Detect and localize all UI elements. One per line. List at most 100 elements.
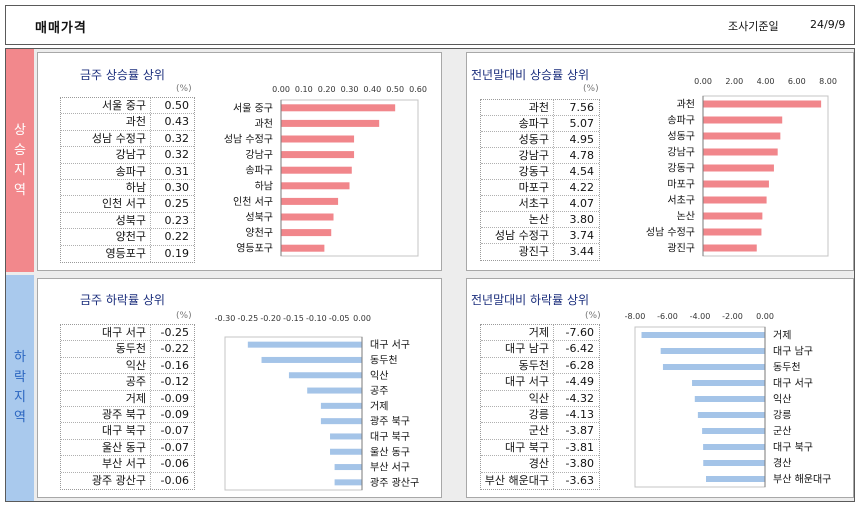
x-tick-label: 0.00 bbox=[694, 77, 712, 86]
category-label: 거제 bbox=[370, 400, 388, 412]
bar bbox=[703, 116, 783, 124]
table-region-name: 대구 북구 bbox=[61, 423, 151, 439]
table-rate-value: 3.74 bbox=[569, 229, 595, 242]
table-row: 대구 서구 -4.49 bbox=[481, 374, 599, 391]
table-row: 공주 -0.12 bbox=[61, 374, 194, 391]
table-region-name: 과천 bbox=[481, 100, 554, 115]
category-label: 광주 광산구 bbox=[370, 477, 419, 489]
table-rate-value: -3.87 bbox=[565, 424, 594, 438]
table-row: 인천 서구 0.25 bbox=[61, 196, 194, 213]
ytd-fall-panel: 전년말대비 하락률 상위 (%) 거제 -7.60 대구 남구 -6.42 동두천 -6.… bbox=[466, 278, 854, 498]
category-label: 과천 bbox=[255, 118, 273, 130]
x-tick-label: 0.00 bbox=[353, 314, 371, 323]
table-region-name: 거제 bbox=[61, 390, 151, 406]
table-rate-value: 4.54 bbox=[569, 165, 595, 178]
table-rate-value: 0.22 bbox=[164, 230, 190, 244]
table-row: 성남 수정구 3.74 bbox=[481, 228, 599, 244]
table-rate-value: -3.63 bbox=[565, 473, 594, 487]
table-row: 동두천 -6.28 bbox=[481, 357, 599, 375]
table-row: 영등포구 0.19 bbox=[61, 245, 194, 262]
plot-area bbox=[634, 326, 766, 488]
rising-region-label: 상승지역 bbox=[14, 122, 26, 198]
table-row: 익산 -4.32 bbox=[481, 390, 599, 407]
table-row: 과천 0.43 bbox=[61, 114, 194, 131]
category-label: 강동구 bbox=[667, 163, 695, 175]
table-row: 익산 -0.16 bbox=[61, 357, 194, 375]
x-tick-label: -0.05 bbox=[329, 314, 350, 323]
table-row: 경산 -3.80 bbox=[481, 456, 599, 473]
table-rate-value: -0.07 bbox=[160, 424, 189, 438]
category-label: 동두천 bbox=[773, 362, 801, 374]
weekly-fall-panel: 금주 하락률 상위 (%) 대구 서구 -0.25 동두천 -0.22 익산 -0.16 공… bbox=[37, 278, 442, 498]
table-region-name: 부산 서구 bbox=[61, 456, 151, 472]
category-label: 부산 서구 bbox=[370, 462, 410, 474]
category-label: 송파구 bbox=[667, 115, 695, 127]
category-label: 강남구 bbox=[245, 149, 273, 161]
category-label: 대구 서구 bbox=[773, 378, 813, 390]
table-region-name: 과천 bbox=[61, 114, 151, 130]
x-tick-label: -0.10 bbox=[306, 314, 327, 323]
category-label: 성남 수정구 bbox=[224, 134, 273, 146]
bar bbox=[703, 132, 781, 140]
table-rate-value: 3.44 bbox=[569, 245, 595, 258]
table-region-name: 서초구 bbox=[481, 196, 554, 211]
bar bbox=[703, 228, 762, 236]
table-row: 양천구 0.22 bbox=[61, 229, 194, 246]
bar bbox=[281, 213, 334, 221]
bar bbox=[247, 341, 362, 348]
table-row: 광주 북구 -0.09 bbox=[61, 406, 194, 424]
table-region-name: 동두천 bbox=[61, 341, 151, 357]
rate-table: 과천 7.56 송파구 5.07 성동구 4.95 강남구 4.78 강동구 4.54 마포구 4.2… bbox=[480, 99, 600, 261]
category-label: 양천구 bbox=[245, 227, 273, 239]
x-tick-label: -4.00 bbox=[690, 312, 711, 321]
table-row: 강동구 4.54 bbox=[481, 164, 599, 180]
plot-area bbox=[702, 95, 829, 257]
category-label: 울산 동구 bbox=[370, 446, 410, 458]
table-region-name: 성북구 bbox=[61, 212, 151, 229]
table-rate-value: -0.09 bbox=[160, 391, 189, 405]
x-tick-label: 0.20 bbox=[318, 85, 336, 94]
panel-title: 금주 하락률 상위 bbox=[80, 293, 165, 307]
x-tick-label: 0.40 bbox=[363, 85, 381, 94]
table-rate-value: -3.80 bbox=[565, 457, 594, 471]
panel-title: 전년말대비 하락률 상위 bbox=[471, 293, 590, 307]
table-rate-value: 3.80 bbox=[569, 213, 595, 226]
table-rate-value: -6.28 bbox=[565, 358, 594, 372]
table-region-name: 대구 북구 bbox=[481, 439, 554, 456]
table-region-name: 송파구 bbox=[61, 163, 151, 179]
table-region-name: 울산 동구 bbox=[61, 439, 151, 456]
table-row: 거제 -0.09 bbox=[61, 390, 194, 407]
table-row: 광진구 3.44 bbox=[481, 244, 599, 260]
bar bbox=[281, 197, 339, 205]
category-label: 과천 bbox=[677, 99, 695, 111]
bar bbox=[281, 104, 396, 112]
table-region-name: 익산 bbox=[481, 390, 554, 406]
table-region-name: 광주 북구 bbox=[61, 406, 151, 423]
table-region-name: 강릉 bbox=[481, 406, 554, 423]
table-row: 강남구 4.78 bbox=[481, 148, 599, 164]
rising-region-section: 상승지역 bbox=[6, 49, 34, 272]
bar bbox=[330, 433, 362, 440]
table-row: 송파구 5.07 bbox=[481, 116, 599, 132]
table-region-name: 영등포구 bbox=[61, 245, 151, 262]
table-rate-value: -0.07 bbox=[160, 440, 189, 454]
table-rate-value: -0.06 bbox=[160, 457, 189, 471]
table-row: 거제 -7.60 bbox=[481, 325, 599, 342]
weekly-rise-panel: 금주 상승률 상위 (%) 서울 중구 0.50 과천 0.43 성남 수정구 0.32 강… bbox=[37, 52, 442, 271]
table-region-name: 강남구 bbox=[61, 147, 151, 163]
x-tick-label: 0.50 bbox=[386, 85, 404, 94]
table-row: 광주 광산구 -0.06 bbox=[61, 472, 194, 489]
category-label: 익산 bbox=[370, 370, 388, 382]
table-rate-value: 0.32 bbox=[164, 148, 190, 162]
table-region-name: 마포구 bbox=[481, 180, 554, 195]
bar bbox=[281, 229, 332, 237]
bar bbox=[660, 348, 765, 354]
table-rate-value: 5.07 bbox=[569, 117, 595, 130]
table-row: 부산 서구 -0.06 bbox=[61, 456, 194, 473]
table-row: 강남구 0.32 bbox=[61, 147, 194, 164]
table-region-name: 대구 서구 bbox=[61, 325, 151, 341]
table-region-name: 군산 bbox=[481, 423, 554, 439]
report-title: 매매가격 bbox=[35, 21, 87, 36]
plot-area bbox=[224, 336, 363, 491]
category-label: 강남구 bbox=[667, 147, 695, 159]
